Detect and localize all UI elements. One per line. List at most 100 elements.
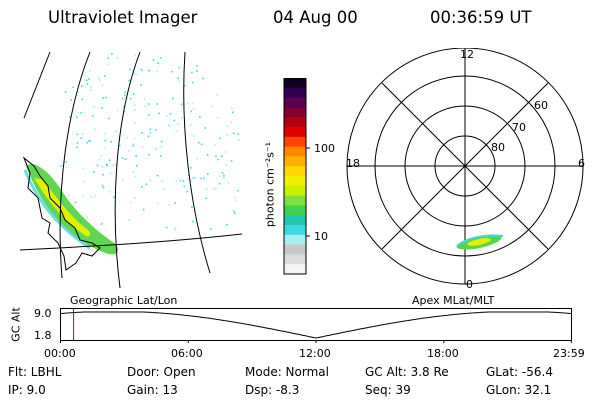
polar-plot [346,48,584,285]
speckle-dot [67,194,70,197]
aurora-speckle-field [60,53,240,233]
speckle-dot [124,94,126,97]
speckle-dot [64,91,67,93]
speckle-dot [122,179,124,182]
latitude-line [20,233,243,251]
speckle-dot [135,73,137,76]
speckle-dot [122,97,124,100]
colorbar-cell [284,87,306,99]
speckle-dot [183,84,186,87]
colorbar [283,78,310,275]
speckle-dot [103,146,106,149]
speckle-dot [134,122,137,124]
speckle-dot [205,197,208,199]
speckle-dot [159,57,162,59]
speckle-dot [74,201,77,204]
speckle-dot [226,125,229,128]
alt-xtick-1200: 12:00 [299,347,331,360]
geographic-map-label: Geographic Lat/Lon [70,294,178,307]
speckle-dot [142,208,145,211]
colorbar-cell [284,117,306,128]
speckle-dot [221,172,224,174]
speckle-dot [60,165,62,167]
speckle-dot [174,227,177,229]
colorbar-cell [284,156,306,167]
speckle-dot [81,98,83,101]
speckle-dot [76,116,78,119]
speckle-dot [196,70,198,72]
speckle-dot [134,54,137,57]
speckle-dot [132,72,135,75]
speckle-dot [156,70,159,73]
dsp-info: Dsp: -8.3 [245,383,300,397]
speckle-dot [124,158,127,160]
speckle-dot [141,132,143,134]
longitude-line-2 [59,51,91,279]
speckle-dot [233,196,236,199]
speckle-dot [154,147,157,150]
speckle-dot [100,223,103,225]
speckle-dot [168,204,171,206]
colorbar-cell [284,254,306,265]
speckle-dot [107,57,110,59]
longitude-line-4 [183,51,211,274]
instrument-title: Ultraviolet Imager [48,8,198,27]
speckle-dot [219,137,221,140]
speckle-dot [121,157,124,159]
speckle-dot [199,116,201,118]
speckle-dot [147,135,150,138]
speckle-dot [77,91,79,93]
speckle-dot [192,177,195,179]
speckle-dot [90,196,93,198]
speckle-dot [194,209,196,211]
speckle-dot [193,135,196,137]
speckle-dot [128,219,130,221]
speckle-dot [100,154,103,157]
speckle-dot [234,212,236,215]
speckle-dot [193,108,195,110]
speckle-dot [177,77,180,80]
speckle-dot [237,133,239,135]
alt-xtick-2359: 23:59 [553,347,585,360]
speckle-dot [105,96,107,99]
speckle-dot [88,139,90,142]
filter-info: Flt: LBHL [8,365,62,379]
speckle-dot [83,111,85,114]
speckle-dot [127,150,130,152]
speckle-dot [219,175,221,177]
speckle-dot [129,68,131,71]
speckle-dot [232,210,235,212]
speckle-dot [130,201,132,204]
speckle-dot [223,175,225,177]
speckle-dot [152,59,155,61]
speckle-dot [134,175,136,178]
speckle-dot [191,206,193,208]
speckle-dot [224,151,227,153]
speckle-dot [156,174,158,177]
speckle-dot [174,228,177,231]
speckle-dot [96,164,99,167]
speckle-dot [82,195,85,198]
speckle-dot [207,173,209,175]
speckle-dot [237,189,239,192]
speckle-dot [235,199,238,202]
speckle-dot [191,71,193,74]
speckle-dot [212,188,215,190]
speckle-dot [69,116,71,118]
door-info: Door: Open [127,365,196,379]
speckle-dot [200,143,203,145]
speckle-dot [226,224,228,226]
speckle-dot [218,182,221,185]
colorbar-cell [284,244,306,255]
speckle-dot [133,104,136,106]
altitude-plot-frame [60,308,572,341]
speckle-dot [169,113,172,115]
colorbar-tick-100: 100 [314,142,335,155]
alt-tick-9: 9.0 [34,307,52,320]
speckle-dot [196,157,199,160]
speckle-dot [204,127,207,129]
speckle-dot [86,216,88,219]
speckle-dot [189,124,192,126]
aurora-oval-edge [23,169,91,250]
gain-info: Gain: 13 [127,383,178,397]
